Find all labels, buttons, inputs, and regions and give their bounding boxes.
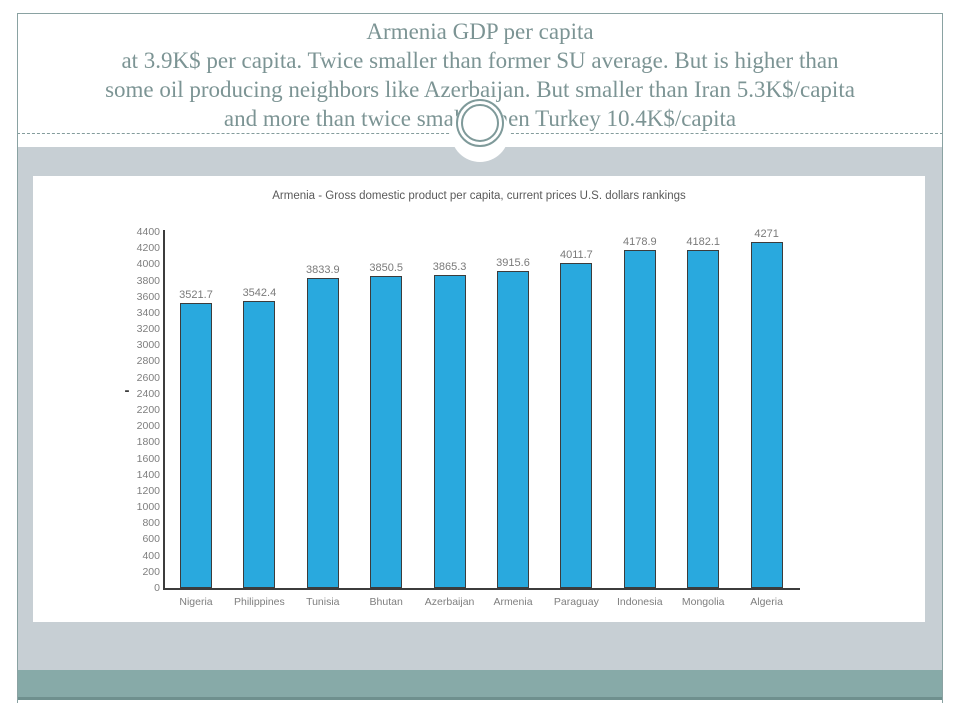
slide-title-block: Armenia GDP per capita at 3.9K$ per capi… [18,14,942,133]
y-tick-label: 3600 [136,290,160,303]
footer-band [18,670,943,700]
bar-azerbaijan [433,275,466,588]
bar-value-label: 3542.4 [242,287,277,299]
x-category-label: Paraguay [553,596,599,608]
y-axis-line [163,230,165,590]
x-category-label: Tunisia [306,596,340,608]
y-tick-label: 2800 [136,355,160,368]
y-tick-label: 2400 [136,387,160,400]
x-category-label: Bhutan [369,596,403,608]
x-category-label: Algeria [750,596,783,608]
y-tick-label: 4000 [136,258,160,271]
bar-philippines [243,301,276,588]
x-category-label: Philippines [233,596,285,608]
y-tick-label: 4200 [136,242,160,255]
divider-ornament-circle [456,99,504,147]
y-tick-label: 800 [142,517,160,530]
bar-value-label: 3865.3 [432,261,467,273]
plot-area: - 0 200 400 600 800 1000 1200 1400 1600 1800 2000 2… [33,176,925,622]
title-line-2: at 3.9K$ per capita. Twice smaller than … [121,48,839,73]
ornament-inner-ring [461,104,499,142]
y-tick-label: 3800 [136,274,160,287]
x-category-label: Nigeria [179,596,213,608]
bar-algeria [750,242,783,588]
y-tick-label: 600 [142,533,160,546]
chart-title: Armenia - Gross domestic product per cap… [272,190,686,202]
y-tick-label: 1800 [136,436,160,449]
bar-bhutan [370,276,403,588]
x-category-label: Indonesia [617,596,663,608]
bar-value-label: 3850.5 [369,262,404,274]
bar-mongolia [687,250,720,588]
x-category-label: Armenia [493,596,533,608]
bar-value-label: 3915.6 [496,257,530,269]
bar-value-label: 3833.9 [305,264,340,276]
y-tick-label: 4400 [136,226,160,238]
chart-card: Armenia - Gross domestic product per cap… [33,176,925,622]
bar-value-label: 3521.7 [179,289,213,301]
y-tick-label: 3200 [136,323,160,336]
y-tick-label: 0 [154,582,160,594]
bar-indonesia [623,250,656,588]
bar-nigeria [180,303,212,588]
y-tick-label: 1000 [136,501,160,514]
y-tick-label: 400 [142,549,160,562]
x-axis-line [163,588,800,590]
bar-value-label: 4271 [754,228,779,240]
bar-value-label: 4011.7 [559,249,593,261]
y-tick-label: 2200 [136,404,160,416]
y-tick-label: 1600 [136,452,160,465]
bar-tunisia [306,278,339,588]
title-line-1: Armenia GDP per capita [366,19,594,44]
y-tick-label: 3400 [136,306,160,319]
bar-paraguay [560,263,593,588]
bar-value-label: 4182.1 [686,236,721,248]
title-line-3: some oil producing neighbors like Azerba… [105,77,855,102]
y-tick-label: 2000 [136,420,160,433]
y-axis-title: - [124,382,130,399]
x-category-label: Azerbaijan [424,596,475,608]
y-tick-label: 1200 [136,484,160,497]
y-tick-label: 1400 [136,468,160,481]
bar-armenia [497,271,529,588]
y-tick-label: 200 [142,565,160,578]
bar-value-label: 4178.9 [622,236,657,248]
y-tick-label: 2600 [136,371,160,384]
x-category-label: Mongolia [681,596,725,608]
y-tick-label: 3000 [136,339,160,352]
